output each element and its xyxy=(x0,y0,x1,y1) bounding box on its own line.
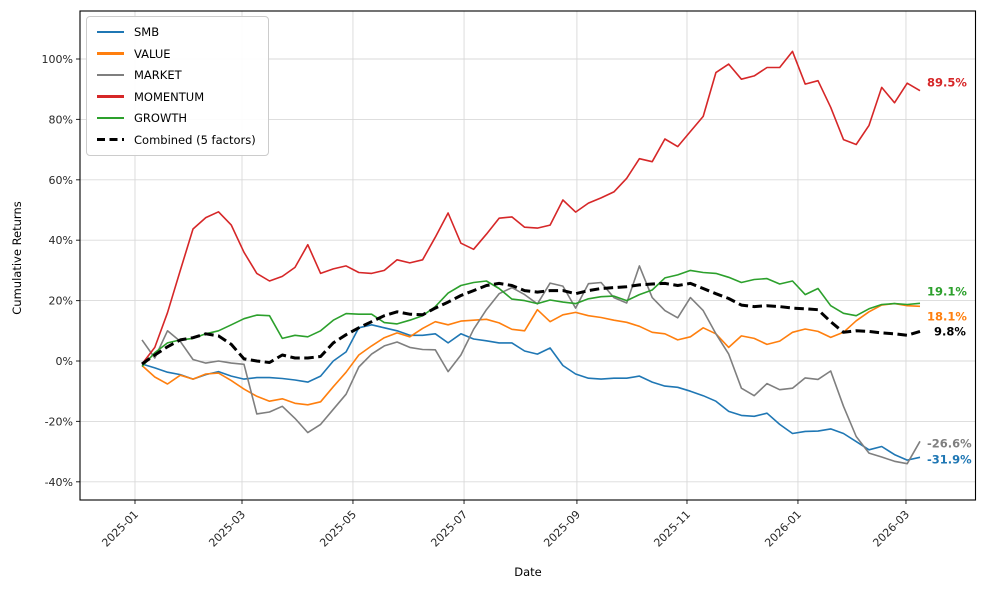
end-label-market: -26.6% xyxy=(927,436,972,450)
end-label-momentum: 89.5% xyxy=(927,76,967,90)
x-axis-title: Date xyxy=(514,565,542,579)
plot-border xyxy=(79,10,977,501)
end-label-combined-5-factors-: 9.8% xyxy=(934,324,966,338)
legend-swatch-value xyxy=(97,52,124,55)
x-tick-label: 2025-07 xyxy=(428,508,470,550)
legend-item-smb: SMB xyxy=(97,25,256,39)
y-tick-label: 0% xyxy=(56,355,73,368)
series-line-growth xyxy=(141,269,921,367)
legend-swatch-smb xyxy=(97,30,124,34)
series-line-momentum xyxy=(141,50,921,365)
x-tick-label: 2025-09 xyxy=(541,508,583,550)
y-tick-label: 80% xyxy=(49,113,73,126)
y-axis-title: Cumulative Returns xyxy=(10,201,24,315)
y-tick-label: 20% xyxy=(49,295,73,308)
chart-legend: SMB VALUE MARKET MOMENTUM GROWTH Combine… xyxy=(86,16,269,156)
series-line-combined-5-factors- xyxy=(141,281,921,366)
y-tick-label: -40% xyxy=(45,476,73,489)
legend-label-growth: GROWTH xyxy=(134,111,187,125)
legend-swatch-combined xyxy=(97,137,124,142)
end-label-value: 18.1% xyxy=(927,309,967,323)
end-label-growth: 19.1% xyxy=(927,284,967,298)
y-tick-label: 40% xyxy=(49,234,73,247)
x-tick-label: 2025-05 xyxy=(317,508,359,550)
legend-item-market: MARKET xyxy=(97,68,256,82)
legend-item-combined: Combined (5 factors) xyxy=(97,133,256,147)
legend-swatch-momentum xyxy=(97,95,124,98)
end-label-smb: -31.9% xyxy=(927,452,972,466)
legend-label-momentum: MOMENTUM xyxy=(134,89,205,104)
x-tick-label: 2026-03 xyxy=(870,508,912,550)
legend-swatch-market xyxy=(97,73,124,77)
legend-label-market: MARKET xyxy=(134,68,182,82)
y-tick-label: -20% xyxy=(45,415,73,428)
legend-label-smb: SMB xyxy=(134,25,160,39)
y-tick-label: 100% xyxy=(42,53,73,66)
series-line-smb xyxy=(141,323,921,461)
x-tick-label: 2025-11 xyxy=(651,508,693,550)
legend-label-combined: Combined (5 factors) xyxy=(134,132,256,147)
series-line-value xyxy=(141,302,921,406)
x-tick-label: 2025-03 xyxy=(206,508,248,550)
series-line-market xyxy=(141,265,921,465)
legend-swatch-growth xyxy=(97,116,124,120)
legend-item-momentum: MOMENTUM xyxy=(97,90,256,104)
x-tick-label: 2025-01 xyxy=(99,508,141,550)
legend-label-value: VALUE xyxy=(134,46,171,61)
legend-item-growth: GROWTH xyxy=(97,111,256,125)
x-tick-label: 2026-01 xyxy=(762,508,804,550)
legend-item-value: VALUE xyxy=(97,47,256,61)
y-tick-label: 60% xyxy=(49,174,73,187)
